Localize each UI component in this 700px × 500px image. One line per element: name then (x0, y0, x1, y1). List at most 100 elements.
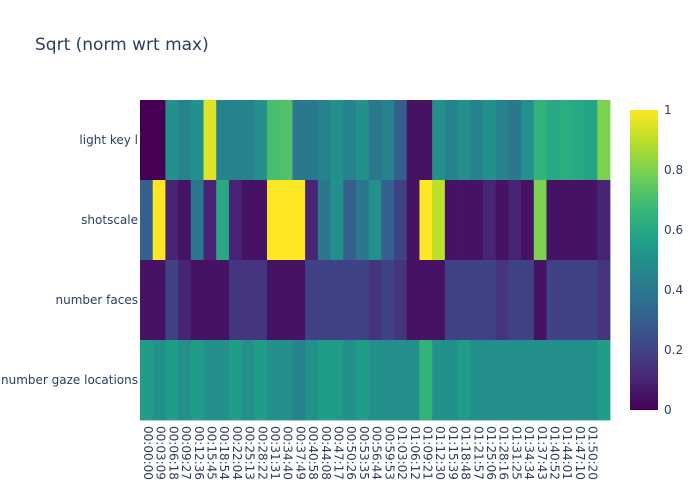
heatmap-cell (470, 100, 484, 181)
x-tick-label: 00:28:22 (255, 426, 269, 480)
heatmap-cell (584, 180, 598, 261)
x-tick-label: 00:03:09 (154, 426, 168, 480)
x-tick-label: 01:40:52 (547, 426, 561, 480)
heatmap-cell (419, 340, 433, 421)
heatmap-cell (559, 340, 573, 421)
heatmap-cell (470, 340, 484, 421)
heatmap-cell (216, 340, 230, 421)
x-tick-label: 01:34:34 (522, 426, 536, 480)
heatmap-cell (140, 180, 154, 261)
x-tick-label: 01:12:30 (433, 426, 447, 480)
heatmap-cell (432, 340, 446, 421)
heatmap-cell (140, 100, 154, 181)
heatmap-cell (190, 100, 204, 181)
heatmap-cell (305, 100, 319, 181)
heatmap-cell (571, 100, 585, 181)
heatmap-cell (241, 340, 255, 421)
y-tick-label: light key l (79, 133, 138, 147)
heatmap-cell (521, 260, 535, 341)
y-tick-label: number faces (56, 293, 138, 307)
heatmap-cell (267, 180, 281, 261)
x-tick-label: 01:37:43 (535, 426, 549, 480)
heatmap-cell (368, 260, 382, 341)
colorbar-tick-label: 0.4 (664, 283, 683, 297)
heatmap-cell (317, 260, 331, 341)
heatmap-cell (228, 340, 243, 421)
heatmap-cell (190, 340, 204, 421)
heatmap-cell (546, 340, 560, 421)
heatmap-cell (470, 180, 484, 261)
heatmap-cell (521, 100, 535, 181)
x-tick-label: 00:47:17 (332, 426, 346, 480)
heatmap-cell (305, 180, 319, 261)
heatmap-cell (305, 340, 319, 421)
x-tick-label: 00:59:53 (382, 426, 396, 480)
x-tick-label: 00:40:58 (306, 426, 320, 480)
heatmap-cell (368, 100, 382, 181)
heatmap-cell (203, 100, 217, 181)
heatmap-cell (444, 100, 458, 181)
heatmap-cell (228, 100, 243, 181)
heatmap-cell (355, 100, 370, 181)
colorbar (630, 110, 658, 410)
heatmap-cell (254, 260, 268, 341)
heatmap-cell (381, 260, 395, 341)
heatmap-cell (343, 180, 357, 261)
heatmap-cell (444, 180, 458, 261)
heatmap-cell (533, 260, 547, 341)
heatmap-cell (317, 340, 331, 421)
heatmap-cell (597, 260, 611, 341)
x-tick-label: 01:09:21 (420, 426, 434, 480)
heatmap-cell (381, 100, 395, 181)
x-tick-label: 00:31:31 (268, 426, 282, 480)
heatmap-cell (406, 340, 420, 421)
x-tick-label: 01:15:39 (446, 426, 460, 480)
x-tick-label: 00:25:13 (243, 426, 257, 480)
x-tick-label: 00:44:08 (319, 426, 333, 480)
heatmap-cell (559, 260, 573, 341)
heatmap-cell (140, 260, 154, 341)
heatmap-cell (559, 180, 573, 261)
heatmap-cell (267, 260, 281, 341)
x-tick-label: 00:15:45 (205, 426, 219, 480)
heatmap-cell (279, 100, 293, 181)
heatmap-cell (292, 180, 306, 261)
x-tick-label: 01:50:20 (586, 426, 600, 480)
heatmap-cell (241, 260, 255, 341)
x-tick-label: 01:21:57 (471, 426, 485, 480)
heatmap-cell (178, 100, 192, 181)
heatmap-cell (279, 180, 293, 261)
heatmap-cell (482, 340, 497, 421)
heatmap-cell (584, 260, 598, 341)
heatmap-cell (190, 260, 204, 341)
heatmap-cell (228, 260, 243, 341)
heatmap-cell (394, 260, 408, 341)
heatmap-cell (203, 260, 217, 341)
heatmap-cell (203, 180, 217, 261)
heatmap-cell (419, 180, 433, 261)
heatmap-cell (546, 100, 560, 181)
heatmap-cell (508, 260, 522, 341)
x-tick-label: 00:09:27 (179, 426, 193, 480)
heatmap-cell (533, 100, 547, 181)
x-tick-label: 01:06:12 (408, 426, 422, 480)
colorbar-tick-label: 1 (664, 103, 672, 117)
x-tick-label: 00:22:04 (230, 426, 244, 480)
heatmap-cell (584, 100, 598, 181)
x-tick-label: 01:25:06 (484, 426, 498, 480)
heatmap-cell (254, 180, 268, 261)
heatmap-cell (559, 100, 573, 181)
heatmap-cell (343, 260, 357, 341)
heatmap-cell (584, 340, 598, 421)
heatmap-cell (482, 180, 497, 261)
heatmap-cell (470, 260, 484, 341)
x-tick-label: 00:53:35 (357, 426, 371, 480)
heatmap-cell (152, 180, 166, 261)
heatmap-cell (571, 260, 585, 341)
x-tick-label: 00:18:54 (217, 426, 231, 480)
colorbar-tick-label: 0 (664, 403, 672, 417)
heatmap-cell (292, 340, 306, 421)
heatmap-cell (267, 100, 281, 181)
x-tick-label: 00:37:49 (293, 426, 307, 480)
